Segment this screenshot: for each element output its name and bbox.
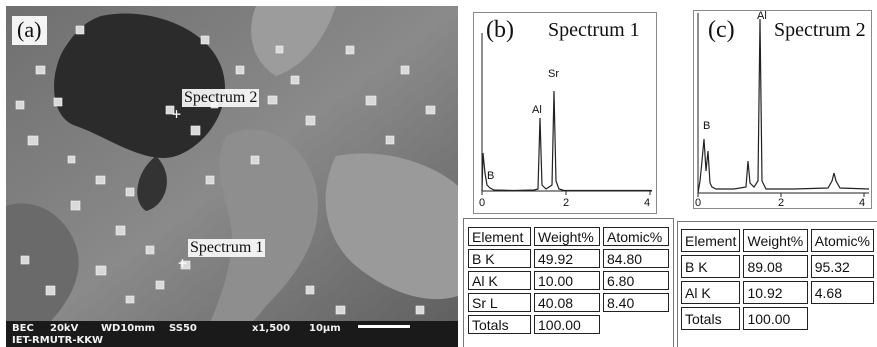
spectrum2-marker-label: Spectrum 2 bbox=[182, 89, 260, 107]
table2-cell: 10.92 bbox=[743, 281, 808, 304]
sem-working-distance: WD10mm bbox=[101, 323, 156, 334]
table2-totals-row: Totals 100.00 bbox=[681, 307, 874, 330]
table2-totals-value: 100.00 bbox=[743, 307, 808, 330]
spectrum2-plot bbox=[697, 13, 870, 197]
table2-cell: Al K bbox=[681, 281, 741, 304]
spectrum2-peak-b: B bbox=[703, 120, 711, 132]
table1-cell: 10.00 bbox=[534, 271, 600, 290]
table2-row: B K 89.08 95.32 bbox=[681, 255, 874, 278]
table2-cell: 95.32 bbox=[810, 255, 874, 278]
table1-cell: 84.80 bbox=[603, 249, 669, 268]
table1-frame bbox=[463, 218, 674, 347]
sem-scale-text: 10μm bbox=[309, 323, 341, 334]
spectrum2-trace bbox=[697, 18, 870, 194]
table1: Element Weight% Atomic% B K 49.92 84.80 … bbox=[465, 224, 672, 337]
table2-cell: B K bbox=[681, 255, 741, 278]
table2-frame bbox=[677, 221, 877, 347]
table2-header-element: Element bbox=[681, 229, 741, 252]
table2-header-atomic: Atomic% bbox=[810, 229, 874, 252]
table2: Element Weight% Atomic% B K 89.08 95.32 … bbox=[678, 226, 877, 333]
spectrum1-peak-b: B bbox=[487, 170, 495, 182]
table1-cell: 8.40 bbox=[603, 293, 669, 312]
panel-label-a: (a) bbox=[12, 16, 48, 45]
table1-totals-label: Totals bbox=[468, 315, 531, 334]
table2-row: Al K 10.92 4.68 bbox=[681, 281, 874, 304]
table1-row: Al K 10.00 6.80 bbox=[468, 271, 669, 290]
table2-totals-label: Totals bbox=[681, 307, 741, 330]
spectrum1-crosshair-icon: + bbox=[178, 254, 188, 272]
panel-label-b: (b) bbox=[486, 17, 514, 43]
table1-cell: B K bbox=[468, 249, 531, 268]
table1-totals-value: 100.00 bbox=[534, 315, 600, 334]
table1-cell: 40.08 bbox=[534, 293, 600, 312]
table2-header-row: Element Weight% Atomic% bbox=[681, 229, 874, 252]
table1-header-weight: Weight% bbox=[534, 227, 600, 246]
panel-label-c: (c) bbox=[708, 17, 735, 43]
spectrum1-panel: (b) Spectrum 1 B Al Sr 0 2 4 bbox=[473, 12, 657, 214]
spectrum1-trace bbox=[481, 90, 652, 192]
sem-texture bbox=[6, 6, 458, 347]
table1-row: B K 49.92 84.80 bbox=[468, 249, 669, 268]
table1-cell: Al K bbox=[468, 271, 531, 290]
table2-cell: 4.68 bbox=[810, 281, 874, 304]
table1-header-atomic: Atomic% bbox=[603, 227, 669, 246]
spectrum2-tick-label-2: 2 bbox=[778, 197, 785, 209]
sem-micrograph: (a) Spectrum 2 + Spectrum 1 + BEC 20kV W… bbox=[6, 6, 458, 347]
spectrum1-tick-label-4: 4 bbox=[644, 197, 651, 209]
spectrum2-peak-al: Al bbox=[757, 10, 767, 22]
sem-magnification: x1,500 bbox=[252, 323, 291, 334]
spectrum2-title: Spectrum 2 bbox=[774, 19, 866, 41]
table1-cell: 6.80 bbox=[603, 271, 669, 290]
table1-totals-row: Totals 100.00 bbox=[468, 315, 669, 334]
table1-cell: 49.92 bbox=[534, 249, 600, 268]
table1-cell: Sr L bbox=[468, 293, 531, 312]
spectrum1-title: Spectrum 1 bbox=[548, 19, 640, 41]
sem-institute: IET-RMUTR-KKW bbox=[12, 335, 104, 346]
table2-cell: 89.08 bbox=[743, 255, 808, 278]
spectrum2-panel: (c) Spectrum 2 B Al 0 2 4 bbox=[693, 10, 872, 209]
sem-voltage: 20kV bbox=[50, 323, 79, 334]
sem-mode: BEC bbox=[12, 323, 34, 334]
spectrum1-marker-label: Spectrum 1 bbox=[188, 239, 266, 257]
sem-spot-size: SS50 bbox=[169, 323, 197, 334]
spectrum1-peak-al: Al bbox=[532, 104, 542, 116]
sem-scale-bar bbox=[358, 325, 410, 328]
spectrum1-peak-sr: Sr bbox=[548, 68, 559, 80]
spectrum1-tick-label-2: 2 bbox=[563, 197, 570, 209]
table1-row: Sr L 40.08 8.40 bbox=[468, 293, 669, 312]
table1-header-element: Element bbox=[468, 227, 531, 246]
spectrum1-plot bbox=[481, 33, 652, 195]
spectrum2-tick-label-0: 0 bbox=[695, 197, 702, 209]
table2-header-weight: Weight% bbox=[743, 229, 808, 252]
spectrum2-crosshair-icon: + bbox=[172, 105, 182, 123]
spectrum1-tick-label-0: 0 bbox=[479, 197, 486, 209]
sem-data-bar: BEC 20kV WD10mm SS50 x1,500 10μm IET-RMU… bbox=[6, 321, 458, 347]
table1-header-row: Element Weight% Atomic% bbox=[468, 227, 669, 246]
spectrum2-tick-label-4: 4 bbox=[859, 197, 866, 209]
